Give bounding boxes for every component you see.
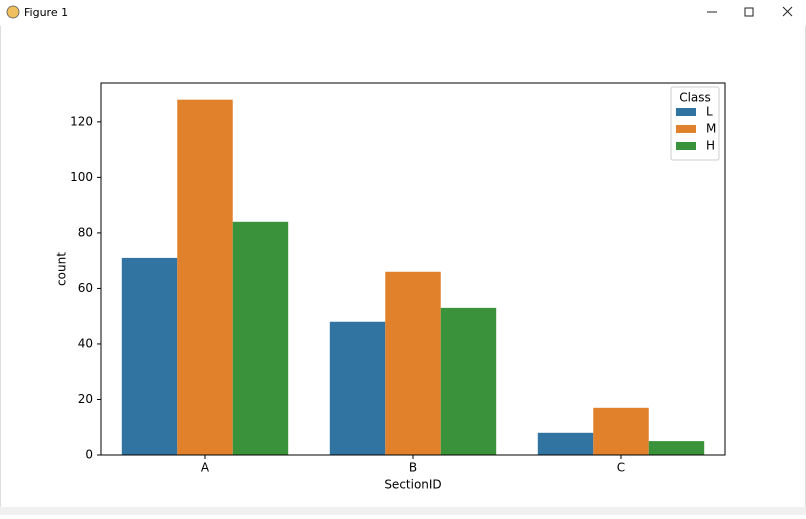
close-button[interactable] xyxy=(782,6,793,17)
title-bar xyxy=(0,0,806,26)
legend-title: Class xyxy=(679,91,711,105)
y-tick-label: 120 xyxy=(70,114,93,128)
x-tick-label: B xyxy=(409,461,417,475)
bar xyxy=(121,257,178,455)
bar xyxy=(440,307,497,455)
legend-label: L xyxy=(706,105,713,119)
x-tick-label: A xyxy=(201,461,210,475)
bar xyxy=(537,432,594,455)
bar xyxy=(648,441,705,455)
legend-swatch xyxy=(676,125,696,133)
toolbar xyxy=(0,507,806,515)
plot-frame xyxy=(100,82,726,456)
bar xyxy=(177,99,233,456)
window-title: Figure 1 xyxy=(24,6,68,19)
app-icon xyxy=(6,5,20,19)
y-axis-label: count xyxy=(55,252,69,286)
bar xyxy=(329,321,386,455)
legend-label: H xyxy=(706,139,715,153)
y-tick-label: 100 xyxy=(70,170,93,184)
y-tick-label: 40 xyxy=(78,336,93,350)
x-tick-label: C xyxy=(617,461,625,475)
legend-label: M xyxy=(706,122,716,136)
x-axis-label: SectionID xyxy=(384,478,441,492)
legend-swatch xyxy=(676,108,696,116)
maximize-button[interactable] xyxy=(744,7,754,17)
legend-swatch xyxy=(676,142,696,150)
bar xyxy=(232,221,289,455)
y-tick-label: 20 xyxy=(78,392,93,406)
bar xyxy=(385,271,441,455)
y-tick-label: 0 xyxy=(85,448,93,462)
bar xyxy=(593,407,649,455)
y-tick-label: 80 xyxy=(78,225,93,239)
legend-box xyxy=(670,86,720,161)
y-tick-label: 60 xyxy=(78,281,93,295)
